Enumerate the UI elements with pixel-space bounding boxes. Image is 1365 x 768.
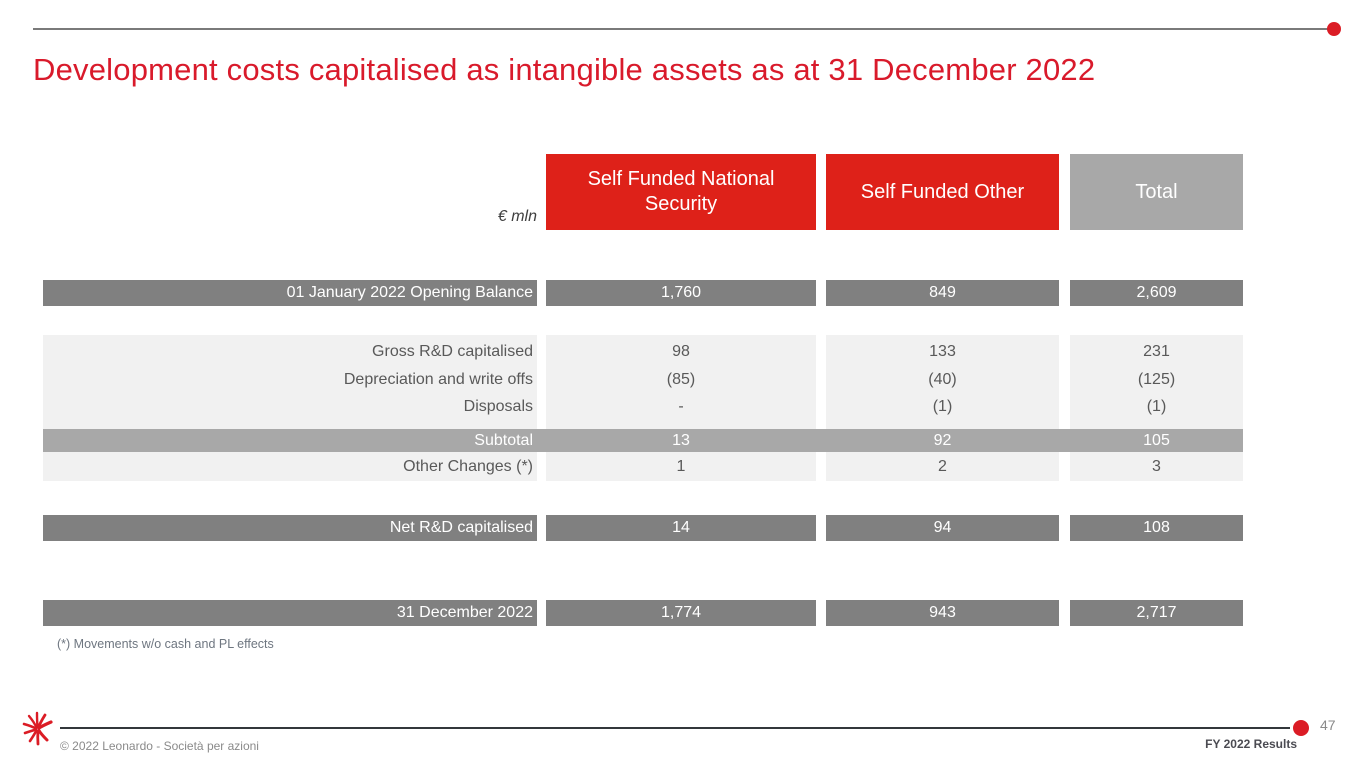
table-row-net-rd: Net R&D capitalised 14 94 108 (0, 515, 1365, 541)
row-label: Subtotal (474, 431, 533, 449)
footer-copyright: © 2022 Leonardo - Società per azioni (60, 739, 259, 753)
column-header-total: Total (1070, 154, 1243, 230)
footnote: (*) Movements w/o cash and PL effects (57, 637, 274, 651)
row-value: 105 (1143, 431, 1170, 449)
footer-red-dot (1293, 720, 1309, 736)
row-value: 2,717 (1070, 600, 1243, 626)
table-row-closing-balance: 31 December 2022 1,774 943 2,717 (0, 600, 1365, 626)
row-value: 1,774 (546, 600, 816, 626)
row-value: 98 (672, 343, 690, 360)
row-value: 92 (933, 431, 952, 449)
subtotal-band (43, 429, 1243, 452)
table-row-disposals: Disposals - (1) (1) (0, 396, 1365, 418)
unit-label: € mln (497, 208, 537, 225)
section-background (546, 335, 816, 481)
row-label: 01 January 2022 Opening Balance (43, 280, 537, 306)
row-value: 849 (826, 280, 1059, 306)
row-value: 94 (826, 515, 1059, 541)
section-background (43, 335, 537, 481)
row-value: (85) (666, 371, 696, 388)
row-value: (125) (1137, 371, 1176, 388)
row-value: (40) (928, 371, 957, 388)
column-header-self-funded-other: Self Funded Other (826, 154, 1059, 230)
table-row-opening-balance: 01 January 2022 Opening Balance 1,760 84… (0, 280, 1365, 306)
row-value: 943 (826, 600, 1059, 626)
row-label: Net R&D capitalised (43, 515, 537, 541)
column-header-label: Total (1135, 180, 1178, 203)
row-value: 3 (1152, 458, 1161, 475)
row-value: (1) (1146, 398, 1167, 415)
leonardo-logo (22, 711, 53, 746)
table-row-subtotal: Subtotal 13 92 105 (0, 429, 1365, 452)
row-value: (1) (932, 398, 953, 415)
row-value: 231 (1143, 343, 1170, 360)
slide-title: Development costs capitalised as intangi… (33, 52, 1096, 87)
section-background (826, 335, 1059, 481)
row-value: 1 (676, 458, 686, 475)
column-header-label: Self Funded Other (860, 180, 1025, 203)
row-value: 1,760 (546, 280, 816, 306)
top-divider-red-dot (1327, 22, 1341, 36)
row-value: 2 (938, 458, 947, 475)
section-background (1070, 335, 1243, 481)
row-label: Depreciation and write offs (343, 371, 533, 388)
row-value: 13 (672, 431, 690, 449)
row-value: 14 (546, 515, 816, 541)
table-row-gross-rd: Gross R&D capitalised 98 133 231 (0, 341, 1365, 363)
table-row-other-changes: Other Changes (*) 1 2 3 (0, 456, 1365, 478)
row-label: Disposals (463, 398, 533, 415)
row-label: 31 December 2022 (43, 600, 537, 626)
column-header-label: Self Funded National Security (587, 168, 775, 215)
row-value: 133 (929, 343, 956, 360)
row-value: 2,609 (1070, 280, 1243, 306)
top-divider-line (33, 28, 1329, 30)
row-value: 108 (1070, 515, 1243, 541)
column-header-self-funded-national-security: Self Funded National Security (546, 154, 816, 230)
footer-presentation-label: FY 2022 Results (1205, 737, 1297, 751)
page-number: 47 (1320, 717, 1336, 733)
row-value: - (678, 398, 684, 415)
row-label: Gross R&D capitalised (372, 343, 533, 360)
footer-divider-line (60, 727, 1290, 729)
table-row-depreciation: Depreciation and write offs (85) (40) (1… (0, 369, 1365, 391)
row-label: Other Changes (*) (403, 458, 533, 475)
